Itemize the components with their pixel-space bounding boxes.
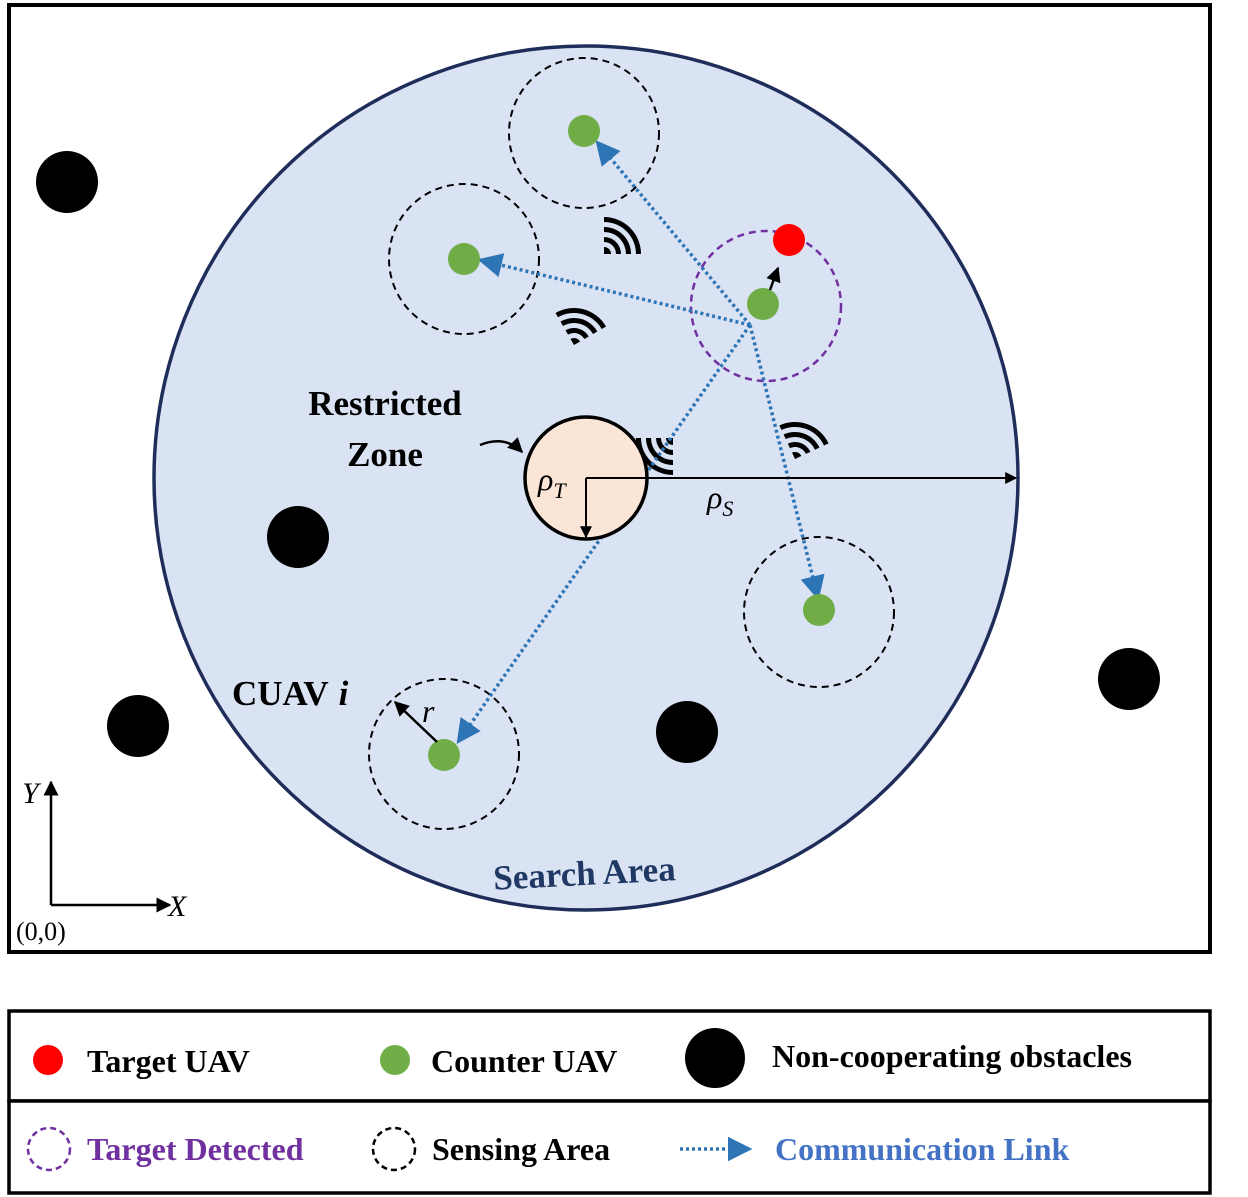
counter-uav-2 <box>448 243 480 275</box>
obstacle-4 <box>656 701 718 763</box>
target-detected-area <box>689 229 843 383</box>
sensing-area-2 <box>388 183 540 335</box>
restricted-zone-label-line2: Zone <box>347 435 423 474</box>
legend-target-detected-icon <box>26 1126 72 1172</box>
sensing-radius-label: r <box>422 693 435 729</box>
counter-uavs-group <box>428 115 835 771</box>
comm-link-2 <box>477 253 751 327</box>
x-axis-label: X <box>167 890 188 923</box>
counter-uav-1 <box>568 115 600 147</box>
counter-uav-3 <box>747 288 779 320</box>
restricted-zone-pointer <box>479 437 524 454</box>
obstacle-1 <box>36 151 98 213</box>
obstacle-3 <box>107 695 169 757</box>
legend-target-detected-label: Target Detected <box>87 1131 304 1167</box>
coordinate-axes <box>43 780 172 913</box>
legend-target-uav-label: Target UAV <box>87 1043 250 1079</box>
signal-icon-1 <box>604 217 641 254</box>
obstacle-5 <box>1098 648 1160 710</box>
legend-sensing-area-icon <box>371 1126 417 1172</box>
signal-icon-4 <box>779 422 829 459</box>
legend-communication-link-label: Communication Link <box>775 1131 1069 1167</box>
legend-counter-uav-icon <box>380 1045 410 1075</box>
y-axis-label: Y <box>22 777 42 810</box>
origin-label: (0,0) <box>16 917 66 946</box>
rho-t-label: ρT <box>537 461 567 503</box>
sensing-area-3 <box>743 536 895 688</box>
sensing-radius-arrow <box>393 700 438 743</box>
legend-row-2-box <box>7 1099 1212 1195</box>
rho-s-label: ρS <box>706 479 733 521</box>
counter-uav-4 <box>803 594 835 626</box>
comm-link-1 <box>595 140 752 327</box>
target-uav <box>773 224 805 256</box>
legend-target-uav-icon <box>33 1045 63 1075</box>
legend: Target UAV Counter UAV Non-cooperating o… <box>7 1009 1212 1195</box>
sensing-area-4 <box>368 678 520 830</box>
search-area-label: Search Area <box>492 849 676 897</box>
legend-row-1-box <box>7 1009 1212 1103</box>
restricted-zone-label-line1: Restricted <box>308 384 462 423</box>
counter-uav-5 <box>428 739 460 771</box>
sensing-area-1 <box>508 57 660 209</box>
signal-icon-2 <box>555 308 607 345</box>
target-direction-arrow <box>766 266 781 291</box>
obstacles-group <box>36 151 1160 763</box>
obstacle-2 <box>267 506 329 568</box>
cuav-label: CUAV i <box>232 674 349 713</box>
comm-link-3 <box>748 324 825 601</box>
legend-sensing-area-label: Sensing Area <box>432 1131 610 1167</box>
sensing-areas-group <box>368 57 895 830</box>
legend-counter-uav-label: Counter UAV <box>431 1043 617 1079</box>
signal-icons-group <box>555 217 829 475</box>
legend-obstacles-label: Non-cooperating obstacles <box>772 1038 1132 1074</box>
legend-obstacle-icon <box>685 1028 745 1088</box>
